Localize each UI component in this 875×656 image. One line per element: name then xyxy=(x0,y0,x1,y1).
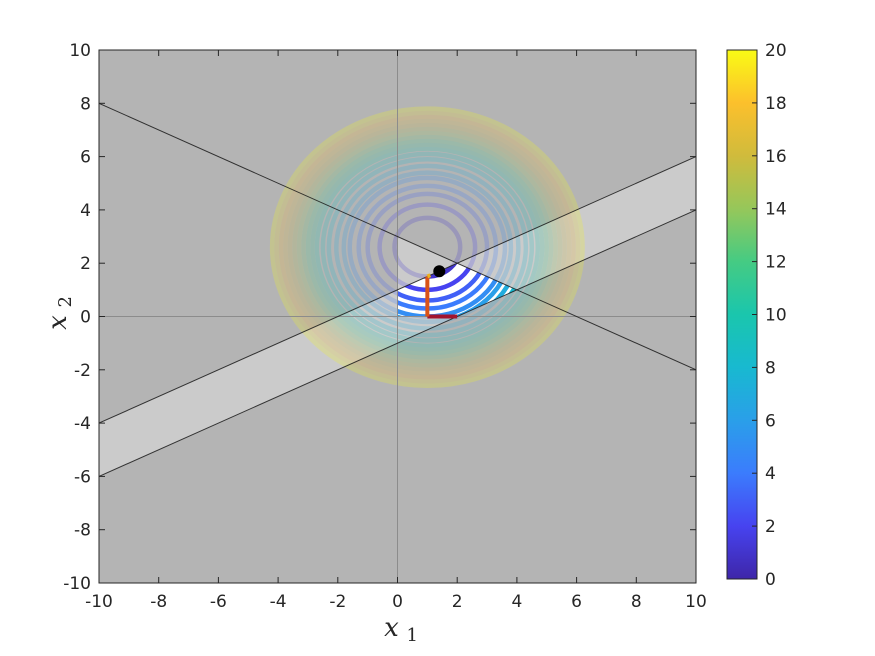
x-tick-label: 8 xyxy=(631,592,642,612)
contour-ring-faint xyxy=(305,138,550,357)
y-axis-label: x xyxy=(43,315,73,330)
y-tick-label: -8 xyxy=(74,521,91,541)
x-axis-label-sub: 1 xyxy=(407,625,418,646)
path-segment xyxy=(426,273,432,279)
x-tick-label: -10 xyxy=(85,592,113,612)
colorbar-tick-label: 0 xyxy=(765,570,776,590)
constraint-line xyxy=(99,156,696,424)
colorbar-tick-label: 4 xyxy=(765,464,776,484)
contour-ring-faint xyxy=(320,151,535,343)
contour-ring-faint xyxy=(334,163,521,331)
contour-ring-faint xyxy=(341,170,514,325)
x-tick-label: -2 xyxy=(329,592,346,612)
x-tick-label: 0 xyxy=(392,592,403,612)
y-tick-label: 4 xyxy=(80,201,91,221)
y-tick-label: -2 xyxy=(74,361,91,381)
colorbar-tick-label: 18 xyxy=(765,94,787,114)
x-tick-label: -4 xyxy=(270,592,287,612)
constraint-line xyxy=(99,209,696,477)
x-tick-label: 6 xyxy=(571,592,582,612)
y-tick-label: 6 xyxy=(80,148,91,168)
contour-ring-faint xyxy=(326,157,529,338)
colorbar-tick-label: 12 xyxy=(765,253,787,273)
colorbar-tick-label: 20 xyxy=(765,41,787,61)
colorbar-tick-label: 2 xyxy=(765,517,776,537)
x-tick-label: 10 xyxy=(685,592,707,612)
contour-ring-faint xyxy=(292,126,563,369)
contour-ring-faint xyxy=(274,110,581,385)
contour-ring-faint xyxy=(287,122,567,373)
x-axis-label: x xyxy=(384,613,399,643)
contour-ring-faint xyxy=(269,106,585,389)
y-tick-label: 8 xyxy=(80,94,91,114)
y-axis-label-group: x2 xyxy=(43,296,76,330)
y-tick-label: 10 xyxy=(69,41,91,61)
x-tick-label: -8 xyxy=(150,592,167,612)
y-tick-label: -4 xyxy=(74,414,91,434)
y-tick-label: -10 xyxy=(63,574,91,594)
contour-ring-faint xyxy=(301,134,554,361)
y-tick-label: -6 xyxy=(74,467,91,487)
contour-ring-faint xyxy=(314,146,541,349)
constraint-line xyxy=(99,102,696,371)
x-tick-label: -6 xyxy=(210,592,227,612)
contour-ring-faint xyxy=(283,118,572,377)
y-tick-label: 2 xyxy=(80,254,91,274)
colorbar-tick-label: 8 xyxy=(765,358,776,378)
x-tick-label: 4 xyxy=(511,592,522,612)
y-axis-label-sub: 2 xyxy=(55,296,76,307)
contour-ring-faint xyxy=(278,114,576,381)
x-tick-label: 2 xyxy=(452,592,463,612)
y-tick-label: 0 xyxy=(80,308,91,328)
colorbar-tick-label: 14 xyxy=(765,200,787,220)
contour-ring-faint xyxy=(296,130,558,365)
colorbar-tick-label: 10 xyxy=(765,306,787,326)
band-region-left xyxy=(99,289,398,477)
contour-ring-faint xyxy=(310,142,545,353)
wedge-region xyxy=(397,236,458,290)
colorbar-tick-label: 16 xyxy=(765,147,787,167)
colorbar-tick-label: 6 xyxy=(765,411,776,431)
optimum-point xyxy=(433,265,446,278)
